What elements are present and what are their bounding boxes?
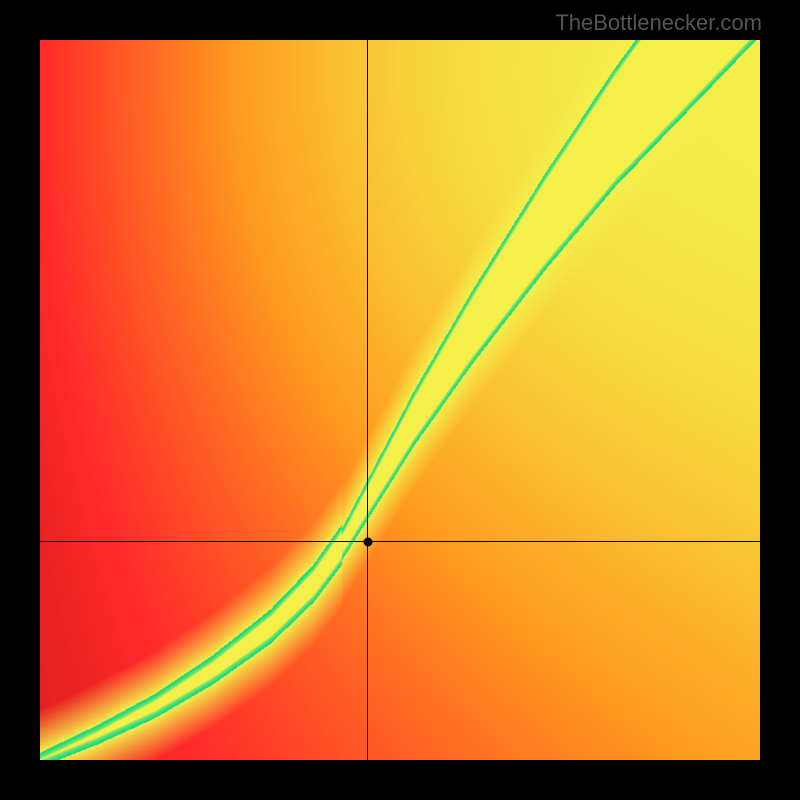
- chart-frame: TheBottlenecker.com: [0, 0, 800, 800]
- watermark-text: TheBottlenecker.com: [555, 10, 762, 36]
- selection-marker: [363, 537, 372, 546]
- plot-area: [40, 40, 760, 760]
- crosshair-horizontal: [40, 541, 760, 542]
- crosshair-vertical: [367, 40, 368, 760]
- bottleneck-heatmap: [40, 40, 760, 760]
